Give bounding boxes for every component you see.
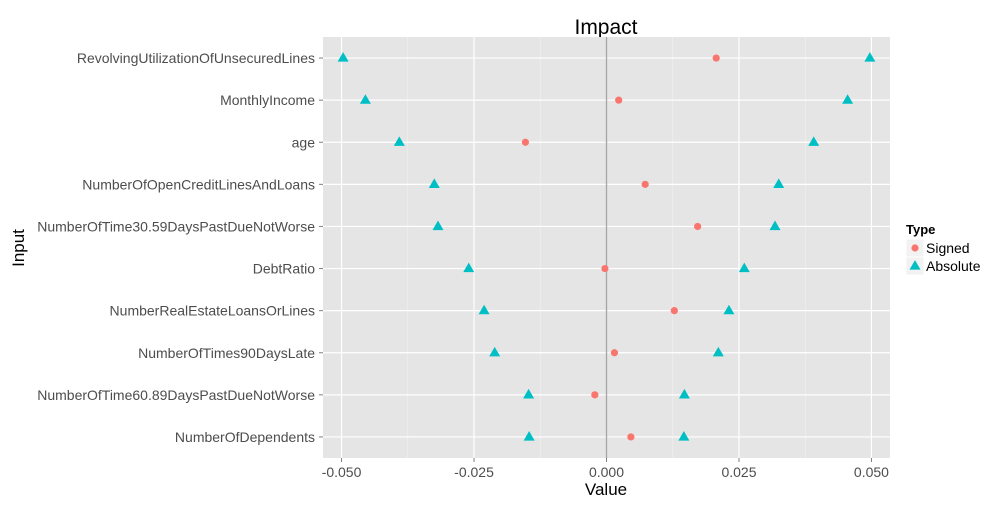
absolute-point <box>678 388 690 399</box>
x-tick-label: 0.000 <box>589 464 624 480</box>
signed-point <box>591 391 599 399</box>
absolute-point <box>428 178 440 188</box>
y-axis-title: Input <box>9 229 28 267</box>
chart-title: Impact <box>574 16 637 39</box>
legend-label: Absolute <box>926 258 981 274</box>
absolute-point <box>769 220 781 231</box>
legend-marker-signed <box>911 244 919 252</box>
absolute-point <box>523 431 535 441</box>
y-tick-label: MonthlyIncome <box>220 92 315 108</box>
absolute-point <box>432 220 444 231</box>
y-tick-label: NumberOfOpenCreditLinesAndLoans <box>82 176 315 192</box>
absolute-point <box>489 346 501 357</box>
signed-point <box>641 180 649 188</box>
signed-point <box>712 54 720 62</box>
absolute-point <box>678 431 690 441</box>
x-axis-title: Value <box>585 480 627 499</box>
x-tick-label: -0.050 <box>322 464 362 480</box>
absolute-point <box>478 304 490 315</box>
legend-items: Signed Absolute <box>905 238 981 276</box>
absolute-point <box>712 346 724 357</box>
legend-title: Type <box>906 222 935 237</box>
absolute-point <box>463 262 475 273</box>
legend-label: Signed <box>926 240 970 256</box>
signed-point <box>610 349 619 357</box>
absolute-point <box>738 262 750 273</box>
absolute-point <box>523 388 535 399</box>
grid-minor <box>407 37 806 458</box>
signed-point <box>670 307 678 315</box>
absolute-point <box>337 52 349 62</box>
x-tick-label: 0.050 <box>854 464 889 480</box>
absolute-point <box>393 136 405 146</box>
signed-point <box>521 138 530 146</box>
x-axis-ticks <box>341 458 872 462</box>
y-tick-label: NumberOfDependents <box>175 429 315 445</box>
y-axis-ticks <box>319 57 323 438</box>
legend-marker-absolute <box>909 260 921 270</box>
y-tick-label: NumberOfTime60.89DaysPastDueNotWorse <box>37 387 315 403</box>
absolute-point <box>723 304 735 315</box>
absolute-point <box>773 178 785 188</box>
x-axis-tick-labels: -0.050 -0.025 0.000 0.025 0.050 <box>322 464 889 480</box>
y-tick-label: NumberOfTime30.59DaysPastDueNotWorse <box>37 218 315 234</box>
absolute-point <box>359 94 371 104</box>
signed-point <box>615 96 623 104</box>
signed-point <box>627 433 635 441</box>
y-tick-label: RevolvingUtilizationOfUnsecuredLines <box>77 50 315 66</box>
x-tick-label: -0.025 <box>454 464 494 480</box>
y-tick-label: NumberOfTimes90DaysLate <box>138 345 315 361</box>
y-tick-label: age <box>292 134 316 150</box>
signed-point <box>601 264 609 273</box>
legend: Type Signed Absolute <box>905 222 981 276</box>
absolute-point <box>864 52 876 62</box>
absolute-point <box>842 94 854 104</box>
data-points <box>337 52 876 441</box>
y-tick-label: DebtRatio <box>253 261 315 277</box>
y-tick-label: NumberRealEstateLoansOrLines <box>110 303 315 319</box>
y-axis-tick-labels: RevolvingUtilizationOfUnsecuredLines Mont… <box>37 50 315 445</box>
absolute-point <box>808 136 820 146</box>
signed-point <box>694 222 702 231</box>
x-tick-label: 0.025 <box>721 464 756 480</box>
